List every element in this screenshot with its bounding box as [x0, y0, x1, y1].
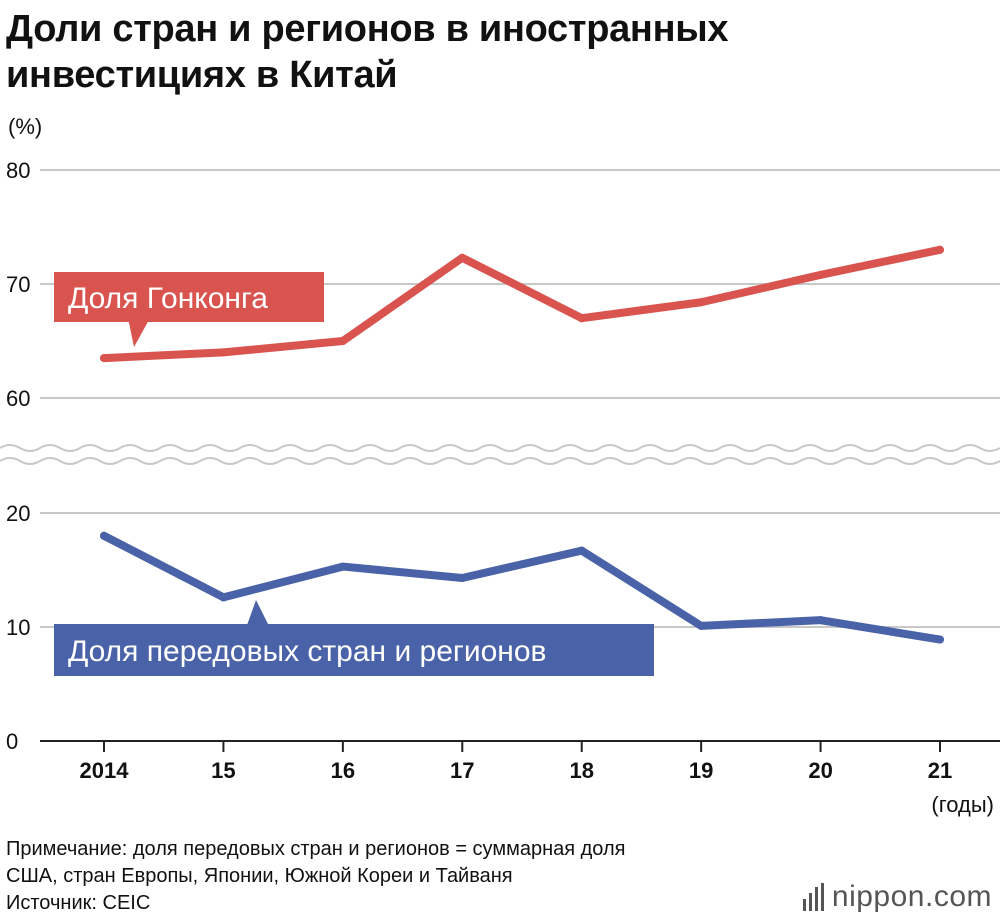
series-0-point-16 — [338, 337, 347, 345]
series-1-point-18 — [577, 546, 586, 555]
series-line-1 — [100, 531, 944, 644]
y-tick-label-60: 60 — [6, 386, 30, 411]
x-tick-label-18: 18 — [569, 758, 593, 783]
series-1-point-17 — [458, 573, 467, 582]
series-line-0 — [100, 245, 944, 363]
series-label-0-pointer — [128, 318, 150, 347]
x-axis-unit-label: (годы) — [931, 792, 994, 817]
series-label-1-pointer — [246, 600, 270, 628]
series-1-point-2014 — [100, 531, 108, 540]
logo-mark-icon — [802, 883, 824, 911]
source-line: Источник: CEIC — [6, 892, 151, 914]
series-0-point-19 — [697, 298, 706, 307]
y-axis-unit-label: (%) — [8, 114, 43, 139]
x-tick-label-19: 19 — [689, 758, 713, 783]
line-chart: Доля Гонконга Доля передовых стран и реги… — [0, 158, 1000, 783]
nippon-logo: nippon.com — [802, 880, 992, 914]
series-1-point-21 — [936, 635, 944, 644]
chart-title: Доли стран и регионов в иностранных инве… — [6, 6, 906, 98]
series-label-1: Доля передовых стран и регионов — [54, 600, 654, 676]
note-line-2: США, стран Европы, Японии, Южной Кореи и… — [6, 865, 513, 887]
x-tick-label-16: 16 — [331, 758, 355, 783]
series-0-point-18 — [577, 314, 586, 323]
series-label-0-box — [54, 272, 324, 322]
series-0-point-20 — [816, 270, 825, 279]
note-line-1: Примечание: доля передовых стран и регио… — [6, 838, 626, 860]
series-label-1-text: Доля передовых стран и регионов — [68, 635, 546, 668]
axis-break-wave-bottom — [0, 457, 1000, 465]
series-0-point-15 — [219, 348, 228, 357]
y-tick-label-20: 20 — [6, 501, 30, 526]
series-0-point-2014 — [100, 354, 108, 363]
chart-title-line-1: Доли стран и регионов в иностранных — [6, 8, 729, 50]
x-tick-label-21: 21 — [928, 758, 952, 783]
series-1-point-16 — [338, 562, 347, 571]
x-tick-label-17: 17 — [450, 758, 474, 783]
y-tick-label-0: 0 — [6, 729, 18, 754]
series-1-point-19 — [697, 621, 706, 630]
logo-text: nippon.com — [831, 880, 992, 913]
y-tick-label-80: 80 — [6, 158, 30, 183]
x-tick-label-15: 15 — [211, 758, 235, 783]
series-0-point-17 — [458, 253, 467, 262]
x-tick-label-2014: 2014 — [80, 758, 130, 783]
series-0-point-21 — [936, 245, 944, 254]
chart-title-line-2: инвестициях в Китай — [6, 54, 398, 96]
axis-break-wave-top — [0, 444, 1000, 452]
series-1-point-15 — [219, 593, 228, 602]
y-tick-label-10: 10 — [6, 615, 30, 640]
x-tick-label-20: 20 — [808, 758, 832, 783]
y-tick-label-70: 70 — [6, 272, 30, 297]
series-1-point-20 — [816, 616, 825, 625]
series-label-0-text: Доля Гонконга — [68, 282, 268, 315]
series-label-0: Доля Гонконга — [54, 272, 324, 347]
series-label-1-box — [54, 624, 654, 676]
chart-note: Примечание: доля передовых стран и регио… — [6, 836, 786, 917]
